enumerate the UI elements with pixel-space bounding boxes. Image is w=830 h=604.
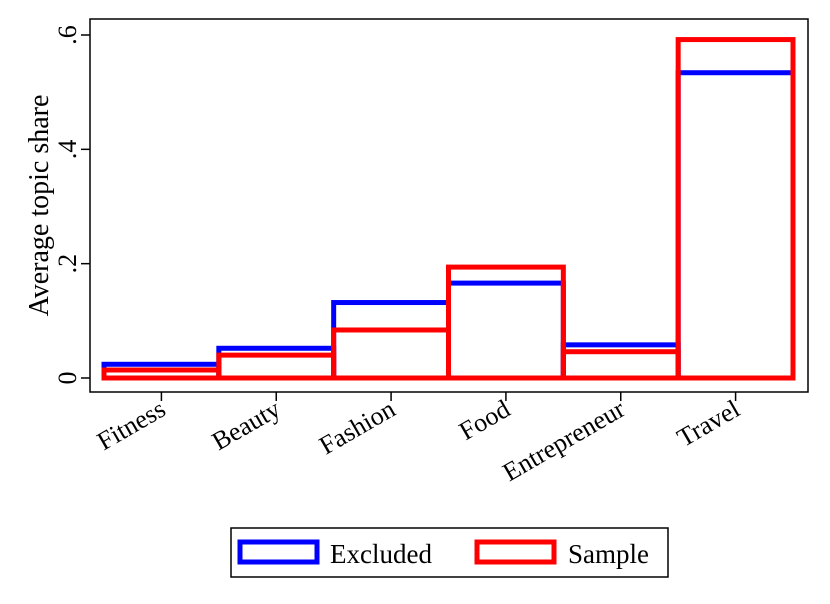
y-tick-label: .6 [53,25,82,45]
x-tick-label-travel: Travel [672,394,744,453]
legend-swatch-excluded [237,539,320,565]
legend: Excluded Sample [230,527,669,578]
bar-excluded-fashion [331,300,451,381]
legend-label-excluded: Excluded [330,539,432,569]
x-tick-label-fashion: Fashion [314,394,400,460]
legend-label-sample: Sample [568,539,649,569]
y-tick-label: .4 [53,140,82,160]
legend-box [230,527,669,578]
x-tick-label-fitness: Fitness [92,394,170,456]
bar-sample-travel [675,37,796,381]
y-axis-label: Average topic share [24,95,55,317]
bar-sample-fashion [331,327,451,381]
bar-sample-beauty [216,352,337,381]
x-tick-label-entrepreneur: Entrepreneur [498,394,630,487]
axes [89,18,809,393]
bar-sample-fitness [101,367,222,381]
y-tick-label: .2 [53,254,82,274]
series-sample [101,37,796,381]
bar-excluded-travel [675,70,796,381]
y-axis-ticks: 0 .2 .4 .6 [53,25,90,385]
x-tick-label-beauty: Beauty [207,394,285,456]
y-tick-label: 0 [53,372,82,385]
plot-frame [89,18,809,393]
bar-excluded-food [446,280,566,381]
legend-swatch-sample [474,539,557,565]
bar-sample-food [446,264,566,381]
bar-sample-entrepreneur [560,349,681,381]
x-tick-label-food: Food [454,394,515,446]
